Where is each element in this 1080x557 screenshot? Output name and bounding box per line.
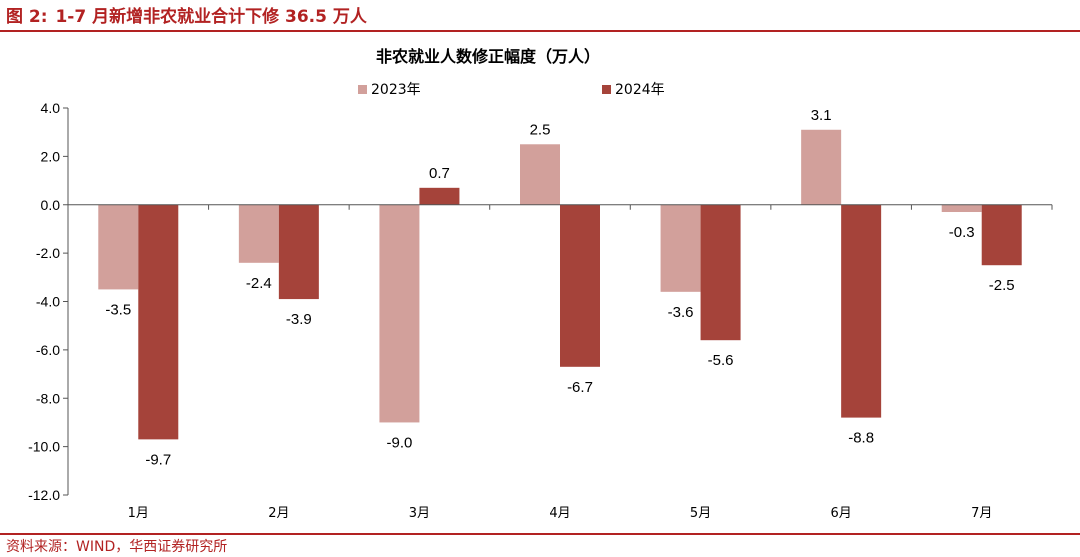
y-tick-label: 2.0 — [41, 148, 61, 164]
figure-title: 图 2: 1-7 月新增非农就业合计下修 36.5 万人 — [6, 2, 367, 27]
bar-2023年-2月 — [238, 204, 279, 263]
bar-2023年-5月 — [660, 204, 701, 292]
figure-title-text: 1-7 月新增非农就业合计下修 36.5 万人 — [55, 7, 367, 27]
legend-label: 2024年 — [615, 82, 665, 98]
bar-2023年-6月 — [801, 129, 842, 205]
bar-2023年-3月 — [379, 204, 420, 423]
legend-swatch — [358, 85, 367, 94]
bar-2024年-7月 — [981, 204, 1022, 266]
bar-2024年-1月 — [138, 204, 179, 440]
source-note: 资料来源：WIND，华西证券研究所 — [6, 539, 228, 555]
bottom-divider — [0, 533, 1080, 535]
bar-2023年-1月 — [98, 204, 139, 290]
data-label: -0.3 — [949, 224, 975, 241]
data-label: -2.5 — [989, 277, 1015, 294]
y-tick-label: -4.0 — [36, 294, 60, 310]
y-tick-label: -2.0 — [36, 245, 60, 261]
y-tick-label: -8.0 — [36, 390, 60, 406]
bar-chart: 非农就业人数修正幅度（万人） 2023年 2024年 4.0 2.0 0.0 -2.0 -… — [28, 47, 1053, 521]
legend-label: 2023年 — [371, 82, 421, 98]
bars-group: -3.5 -2.4 -9.0 2.5 -3.6 3.1 -0.3 -9.7 -3.9 0.7 -6.… — [98, 107, 1022, 468]
y-tick-label: -6.0 — [36, 342, 60, 358]
bar-2024年-4月 — [560, 204, 600, 367]
data-label: -5.6 — [708, 352, 734, 369]
figure-title-prefix: 图 2: — [6, 7, 48, 27]
data-label: -3.9 — [286, 311, 312, 328]
y-tick-label: -10.0 — [28, 439, 60, 455]
y-tick-label: 0.0 — [41, 197, 61, 213]
bar-2023年-4月 — [520, 144, 560, 205]
x-category-label: 6月 — [831, 506, 852, 521]
x-category-label: 2月 — [268, 506, 289, 521]
legend-swatch — [602, 85, 611, 94]
x-category-label: 4月 — [549, 506, 570, 521]
data-label: -2.4 — [246, 275, 272, 292]
data-label: -3.6 — [668, 304, 694, 321]
data-label: -3.5 — [105, 301, 131, 318]
x-category-label: 7月 — [971, 506, 992, 521]
y-tick-label: 4.0 — [41, 100, 61, 116]
bar-2024年-2月 — [278, 204, 319, 300]
data-label: -9.0 — [386, 434, 412, 451]
chart-legend: 2023年 2024年 — [358, 82, 665, 98]
bar-2024年-6月 — [841, 204, 882, 418]
x-category-label: 3月 — [409, 506, 430, 521]
data-label: 0.7 — [429, 165, 450, 182]
data-label: 3.1 — [811, 107, 832, 124]
bar-2024年-5月 — [700, 204, 741, 341]
data-label: 2.5 — [530, 121, 551, 138]
y-axis: 4.0 2.0 0.0 -2.0 -4.0 -6.0 -8.0 -10.0 -12.0 — [28, 100, 69, 503]
data-label: -8.8 — [848, 430, 874, 447]
x-category-label: 5月 — [690, 506, 711, 521]
data-label: -9.7 — [145, 451, 171, 468]
bar-2023年-7月 — [941, 204, 982, 213]
bar-2024年-3月 — [419, 187, 460, 205]
x-axis: 1月 2月 3月 4月 5月 6月 7月 — [67, 204, 1053, 521]
top-divider — [0, 30, 1080, 32]
data-label: -6.7 — [567, 379, 593, 396]
y-tick-label: -12.0 — [28, 487, 60, 503]
x-category-label: 1月 — [128, 506, 149, 521]
chart-title: 非农就业人数修正幅度（万人） — [376, 47, 600, 66]
